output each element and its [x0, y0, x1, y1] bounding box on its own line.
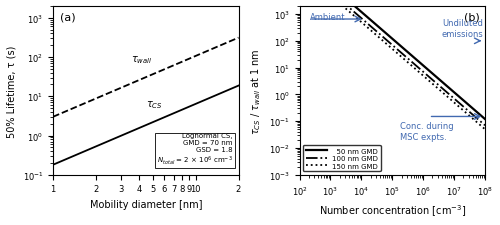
Text: Conc. during
MSC expts.: Conc. during MSC expts. — [400, 122, 454, 141]
Legend:   50 nm GMD, 100 nm GMD, 150 nm GMD: 50 nm GMD, 100 nm GMD, 150 nm GMD — [303, 145, 381, 171]
Text: (a): (a) — [60, 12, 76, 22]
Text: $\tau_{wall}$: $\tau_{wall}$ — [130, 54, 152, 65]
X-axis label: Number concentration [cm$^{-3}$]: Number concentration [cm$^{-3}$] — [318, 202, 466, 218]
Text: Ambient: Ambient — [310, 13, 346, 22]
Y-axis label: $\tau_{CS}$ / $\tau_{wall}$ at 1 nm: $\tau_{CS}$ / $\tau_{wall}$ at 1 nm — [250, 48, 264, 134]
Y-axis label: 50% Lifetime, τ (s): 50% Lifetime, τ (s) — [7, 45, 17, 137]
Text: Undiluted
emissions: Undiluted emissions — [442, 19, 484, 38]
Text: Lognormal CS,
GMD = 70 nm
GSD = 1.8
$N_{total}$ = 2 $\times$ 10$^6$ cm$^{-3}$: Lognormal CS, GMD = 70 nm GSD = 1.8 $N_{… — [157, 133, 233, 166]
Text: (b): (b) — [464, 12, 479, 22]
X-axis label: Mobility diameter [nm]: Mobility diameter [nm] — [90, 199, 202, 209]
Text: $\tau_{CS}$: $\tau_{CS}$ — [146, 99, 163, 111]
